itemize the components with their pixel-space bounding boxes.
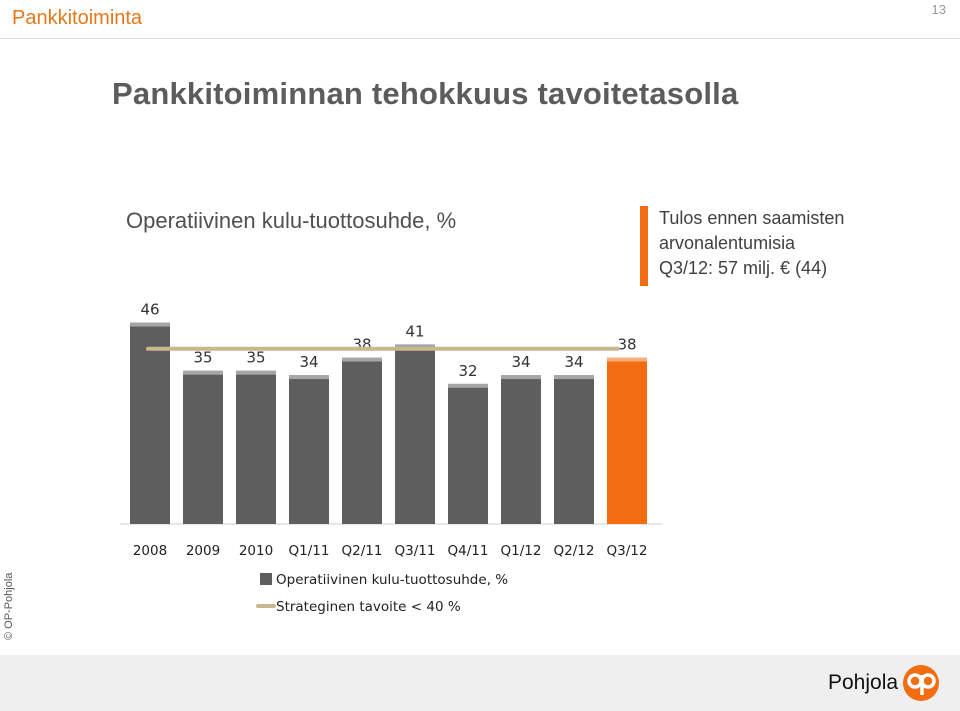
side-note-line-1: Tulos ennen saamisten bbox=[659, 208, 845, 228]
brand-name: Pohjola bbox=[828, 671, 899, 694]
x-tick-label: Q3/11 bbox=[395, 543, 436, 559]
data-label: 38 bbox=[617, 336, 636, 354]
bar-top-highlight bbox=[554, 375, 594, 380]
op-logo-icon bbox=[903, 665, 939, 701]
bar-top-highlight bbox=[607, 357, 647, 362]
data-label: 34 bbox=[299, 353, 318, 371]
bar bbox=[342, 357, 382, 524]
bar-top-highlight bbox=[342, 357, 382, 362]
bar bbox=[501, 375, 541, 524]
bar bbox=[130, 322, 170, 524]
bar-top-highlight bbox=[236, 370, 276, 375]
x-tick-label: Q2/11 bbox=[342, 543, 383, 559]
side-note-line-2: arvonalentumisia bbox=[659, 233, 796, 253]
data-label: 35 bbox=[246, 349, 265, 367]
bar bbox=[236, 370, 276, 524]
header-divider bbox=[0, 38, 960, 39]
data-label: 35 bbox=[193, 349, 212, 367]
section-label: Pankkitoiminta bbox=[12, 7, 143, 29]
legend-bar-label: Operatiivinen kulu-tuottosuhde, % bbox=[276, 572, 508, 588]
bar bbox=[448, 383, 488, 524]
x-tick-label: 2010 bbox=[239, 543, 273, 559]
bar-top-highlight bbox=[501, 375, 541, 380]
bar-top-highlight bbox=[395, 344, 435, 349]
copyright-text: © OP-Pohjola bbox=[3, 572, 15, 640]
legend-bar-swatch bbox=[260, 573, 272, 585]
bar-top-highlight bbox=[183, 370, 223, 375]
x-tick-label: 2008 bbox=[133, 543, 167, 559]
bar bbox=[607, 357, 647, 524]
x-tick-label: Q1/11 bbox=[289, 543, 330, 559]
x-tick-label: Q3/12 bbox=[607, 543, 648, 559]
bar bbox=[395, 344, 435, 524]
bar-top-highlight bbox=[130, 322, 170, 327]
bar-top-highlight bbox=[448, 383, 488, 388]
bar-top-highlight bbox=[289, 375, 329, 380]
data-label: 41 bbox=[405, 322, 424, 340]
side-note-line-3: Q3/12: 57 milj. € (44) bbox=[659, 258, 828, 278]
data-label: 34 bbox=[564, 353, 583, 371]
page-number: 13 bbox=[931, 2, 946, 17]
x-tick-label: Q1/12 bbox=[501, 543, 542, 559]
side-note: Tulos ennen saamisten arvonalentumisia Q… bbox=[659, 206, 844, 281]
chart-title: Operatiivinen kulu-tuottosuhde, % bbox=[126, 208, 457, 233]
bar-chart: 46 2008 35 2009 35 2010 34 Q1/11 38 Q2/11 41 Q3/11 3… bbox=[120, 301, 662, 615]
side-note-accent-bar bbox=[640, 206, 648, 286]
footer-band bbox=[0, 655, 960, 711]
x-tick-label: 2009 bbox=[186, 543, 220, 559]
legend-line-label: Strateginen tavoite < 40 % bbox=[276, 599, 461, 615]
data-label: 32 bbox=[458, 362, 477, 380]
data-label: 38 bbox=[352, 336, 371, 354]
data-label: 34 bbox=[511, 353, 530, 371]
bar bbox=[289, 375, 329, 524]
x-tick-label: Q4/11 bbox=[448, 543, 489, 559]
bar bbox=[554, 375, 594, 524]
data-label: 46 bbox=[140, 301, 159, 319]
bar bbox=[183, 370, 223, 524]
x-tick-label: Q2/12 bbox=[554, 543, 595, 559]
page-title: Pankkitoiminnan tehokkuus tavoitetasolla bbox=[112, 76, 739, 111]
